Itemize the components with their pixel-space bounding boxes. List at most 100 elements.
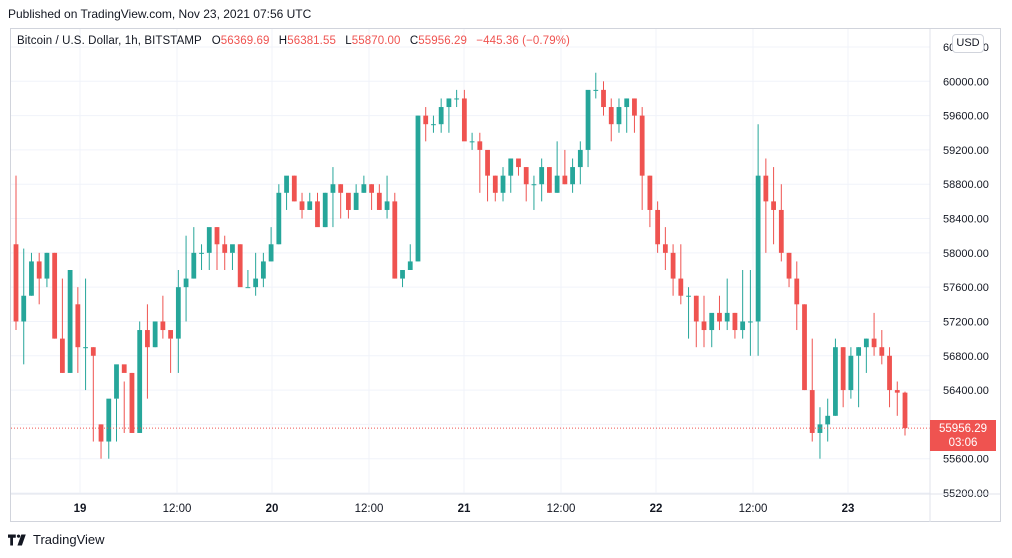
y-tick-label: 57600.00 xyxy=(943,282,989,294)
candle xyxy=(330,167,336,228)
candle-body xyxy=(268,244,274,262)
candle-body xyxy=(346,192,351,210)
candle-body xyxy=(137,330,143,433)
candle xyxy=(902,391,908,436)
candle-body xyxy=(291,175,297,202)
candle-body xyxy=(407,261,413,270)
candle xyxy=(740,270,746,339)
candle xyxy=(253,252,259,296)
candle xyxy=(786,252,792,288)
candle-body xyxy=(75,304,81,348)
candle xyxy=(152,321,158,348)
candle xyxy=(407,244,413,270)
candle xyxy=(415,115,421,262)
candle-body xyxy=(477,141,483,150)
candle-body xyxy=(230,244,235,253)
x-tick-label: 12:00 xyxy=(739,503,768,515)
candle-body xyxy=(276,192,282,245)
candle xyxy=(338,184,344,219)
candle xyxy=(508,158,514,193)
candle xyxy=(601,81,606,116)
candle xyxy=(693,295,699,348)
candle-body xyxy=(655,209,661,245)
candle xyxy=(67,270,73,373)
low-value: 55870.00 xyxy=(351,35,401,47)
candle xyxy=(856,347,862,408)
candle-body xyxy=(840,347,846,391)
y-tick-label: 56800.00 xyxy=(943,351,989,363)
candle xyxy=(59,278,65,373)
currency-button[interactable]: USD xyxy=(952,34,984,53)
symbol-label: Bitcoin / U.S. Dollar, 1h, BITSTAMP xyxy=(17,35,202,47)
candle-body xyxy=(353,192,359,210)
high-label: H xyxy=(278,35,288,47)
candle xyxy=(75,287,81,373)
candle-body xyxy=(245,287,251,289)
candle-body xyxy=(902,392,908,429)
candle-body xyxy=(825,415,831,425)
candle-body xyxy=(894,390,900,393)
candle xyxy=(175,270,181,373)
candle-body xyxy=(778,209,784,253)
candle xyxy=(376,184,382,210)
candle xyxy=(562,149,568,185)
candle-body xyxy=(400,270,405,279)
candle xyxy=(624,98,630,133)
y-tick-label: 55600.00 xyxy=(943,454,989,466)
candle xyxy=(299,192,305,219)
candle-body xyxy=(639,115,645,176)
candle-body xyxy=(13,244,19,322)
candle-body xyxy=(593,89,599,91)
candle xyxy=(268,227,274,262)
candle xyxy=(778,184,784,262)
candle xyxy=(863,338,869,373)
chart-frame[interactable] xyxy=(10,28,1001,522)
candle-body xyxy=(508,158,514,176)
candle xyxy=(709,312,715,348)
candle-body xyxy=(632,98,637,116)
candle-body xyxy=(199,252,204,254)
candle-body xyxy=(214,227,220,245)
candle-body xyxy=(160,321,166,331)
high-value: 56381.55 xyxy=(287,35,336,47)
y-tick-label: 56400.00 xyxy=(943,385,989,397)
candle xyxy=(183,235,189,322)
candle-body xyxy=(21,295,27,322)
candle-body xyxy=(662,244,668,253)
candle xyxy=(678,244,684,305)
candle xyxy=(307,192,313,210)
brand-name: TradingView xyxy=(33,532,105,547)
candle xyxy=(90,347,96,442)
candle xyxy=(531,175,537,210)
candle-body xyxy=(446,98,452,108)
ohlc-legend: Bitcoin / U.S. Dollar, 1h, BITSTAMP O563… xyxy=(17,35,576,47)
candle xyxy=(52,252,58,339)
candle-body xyxy=(438,107,444,125)
candle xyxy=(802,304,807,391)
published-caption: Published on TradingView.com, Nov 23, 20… xyxy=(8,7,312,21)
candle xyxy=(662,227,668,270)
candle xyxy=(230,244,235,270)
candle xyxy=(570,158,575,193)
x-tick-label: 12:00 xyxy=(547,503,576,515)
candle xyxy=(322,192,328,228)
candle-body xyxy=(431,124,436,126)
y-tick-label: 57200.00 xyxy=(943,316,989,328)
candle xyxy=(724,278,730,331)
candle xyxy=(686,287,691,339)
x-tick-label: 12:00 xyxy=(355,503,384,515)
candle xyxy=(871,312,877,356)
candle xyxy=(817,407,823,459)
candle xyxy=(191,227,197,279)
candle-body xyxy=(253,278,259,288)
candle-body xyxy=(577,149,583,168)
candle-body xyxy=(237,244,243,288)
y-tick-label: 58400.00 xyxy=(943,214,989,226)
footer-brand[interactable]: TradingView xyxy=(8,532,105,547)
candle xyxy=(771,167,776,245)
candle-body xyxy=(562,175,568,185)
candle-body xyxy=(547,167,552,193)
candle xyxy=(291,175,297,202)
candle xyxy=(794,261,800,331)
